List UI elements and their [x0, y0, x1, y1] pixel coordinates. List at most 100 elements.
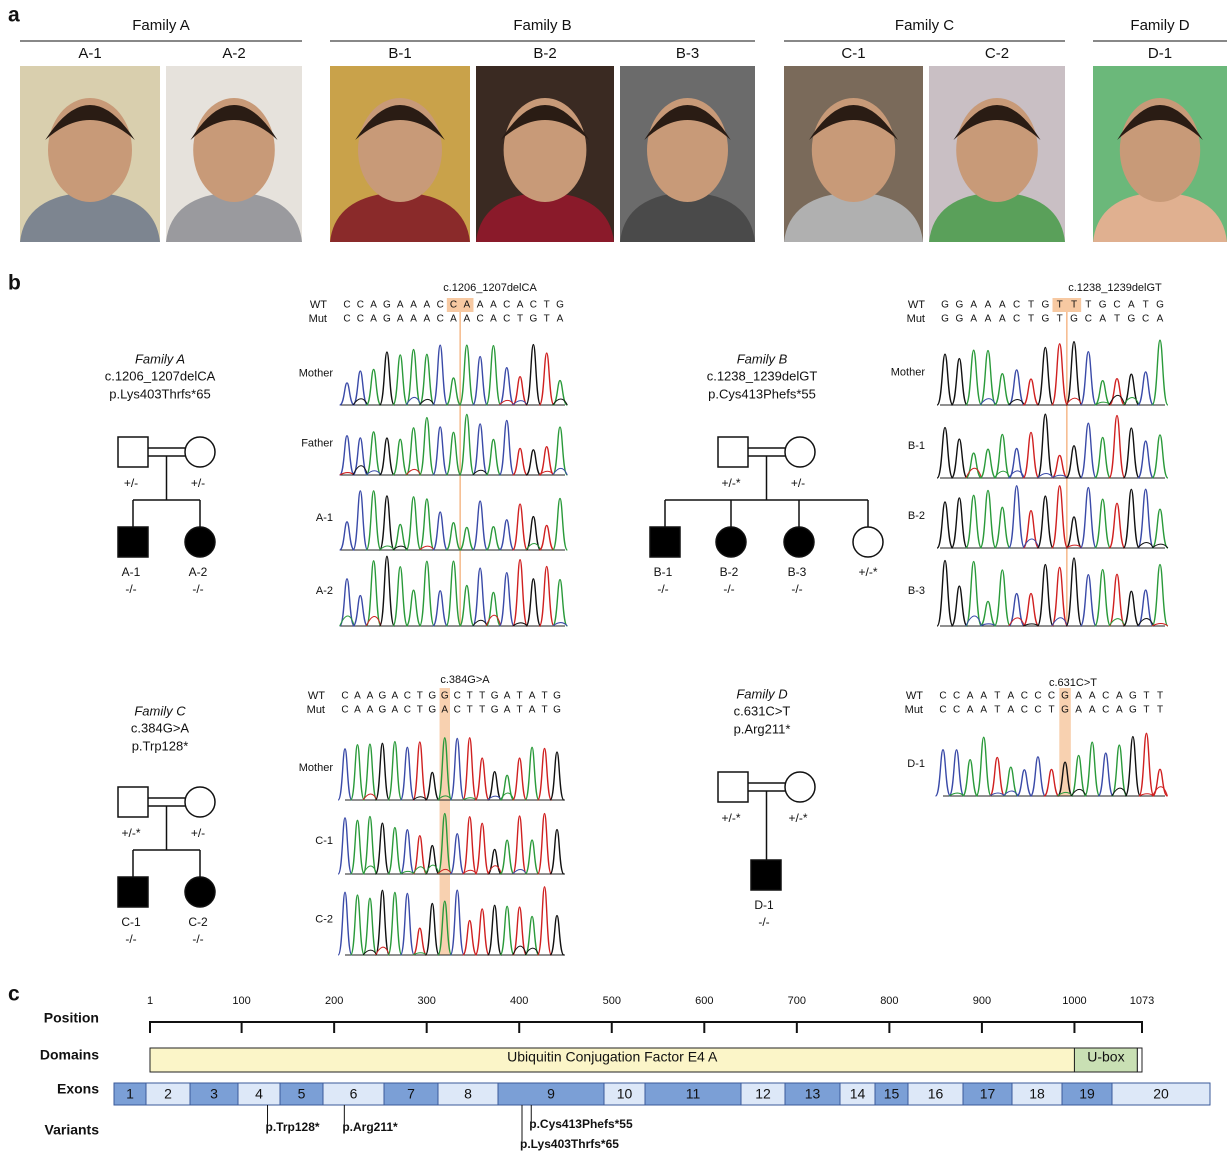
wt-base: C [503, 300, 510, 311]
mut-base: G [1041, 314, 1049, 325]
trace-peak [526, 517, 541, 550]
wt-base: A [392, 691, 399, 702]
position-tick-label: 400 [510, 995, 528, 1007]
pedigree-mother [785, 772, 815, 802]
sequence-row-label: Mut [307, 704, 325, 716]
trace-peak [553, 580, 568, 626]
genotype: -/- [192, 582, 203, 596]
family-name: Family A [135, 351, 185, 366]
family-name: Family C [134, 703, 186, 718]
member-label: A-2 [222, 45, 245, 62]
trace-peak [475, 758, 489, 800]
trace-peak [513, 816, 527, 874]
mut-base: A [970, 314, 977, 325]
trace-peak [433, 591, 448, 626]
trace-peak [1052, 486, 1068, 548]
trace-peak [499, 368, 514, 405]
pedigree-father [118, 437, 148, 467]
mut-base: C [357, 314, 364, 325]
genotype: +/-* [121, 826, 140, 840]
trace-peak [450, 738, 464, 800]
trace-peak [1023, 594, 1039, 626]
trace-peak [513, 758, 527, 800]
wt-base: G [1041, 300, 1049, 311]
family-header: Family D [1130, 17, 1189, 34]
sequence-variant: c.384G>A [440, 674, 490, 686]
wt-base: T [1057, 300, 1063, 311]
trace-peak [499, 573, 514, 626]
trace-peak [388, 742, 402, 800]
trace-label: A-1 [316, 512, 333, 524]
wt-base: C [1048, 691, 1055, 702]
trace-peak [1123, 398, 1139, 405]
sequence-row-label: Mut [309, 313, 327, 325]
family-header: Family B [513, 17, 571, 34]
wt-base: T [517, 691, 523, 702]
mut-base: A [410, 314, 417, 325]
wt-base: C [1102, 691, 1109, 702]
trace-peak [1009, 471, 1025, 478]
mut-base: A [529, 705, 536, 716]
trace-peak [1109, 503, 1125, 548]
pedigree-child [853, 527, 883, 557]
wt-base: G [1061, 691, 1069, 702]
trace-peak [966, 350, 982, 405]
cdna-variant: c.1206_1207delCA [105, 368, 216, 383]
trace-peak [376, 823, 390, 874]
mut-base: A [1116, 705, 1123, 716]
pedigree-child [751, 860, 781, 890]
trace-peak [446, 561, 461, 626]
mut-base: T [1143, 705, 1149, 716]
genotype: +/- [791, 476, 805, 490]
mut-base: T [517, 705, 523, 716]
trace-peak [363, 898, 377, 955]
wt-base: C [953, 691, 960, 702]
sequence-row-label: Mut [905, 704, 923, 716]
trace-peak [393, 439, 408, 475]
wt-base: A [354, 691, 361, 702]
trace-peak [406, 428, 421, 475]
variant-highlight [440, 688, 450, 955]
protein-variant: p.Trp128* [132, 738, 189, 753]
trace-peak [550, 916, 564, 955]
mut-base: G [941, 314, 949, 325]
wt-base: T [1143, 300, 1149, 311]
domain-label: U-box [1087, 1049, 1124, 1065]
mut-base: G [553, 705, 561, 716]
wt-base: T [479, 691, 485, 702]
trace-peak [353, 491, 368, 550]
position-tick-label: 300 [418, 995, 436, 1007]
trace-peak [980, 490, 996, 548]
child-id: D-1 [754, 898, 774, 912]
trace-peak [420, 354, 435, 405]
trace-peak [366, 432, 381, 475]
wt-base: C [530, 300, 537, 311]
cdna-variant: c.1238_1239delGT [707, 368, 818, 383]
wt-base: G [941, 300, 949, 311]
exon-label: 20 [1153, 1086, 1169, 1102]
mut-base: T [541, 705, 547, 716]
trace-peak [473, 424, 488, 475]
trace-peak [1123, 489, 1139, 548]
trace-peak [388, 892, 402, 955]
trace-peak [994, 374, 1010, 405]
trace-peak [1095, 381, 1111, 405]
trace-peak [420, 561, 435, 626]
trace-peak [1152, 565, 1168, 626]
child-id: B-1 [654, 565, 673, 579]
trace-peak [500, 840, 514, 874]
mut-base: G [1061, 705, 1069, 716]
trace-peak [1109, 416, 1125, 478]
member-label: A-1 [78, 45, 101, 62]
exon-label: 4 [255, 1086, 263, 1102]
pedigree-child [118, 527, 148, 557]
wt-base: A [410, 300, 417, 311]
exon-label: 1 [126, 1086, 134, 1102]
trace-peak [463, 817, 477, 874]
wt-base: A [463, 300, 470, 311]
trace-peak [376, 743, 390, 800]
wt-base: A [1007, 691, 1014, 702]
mut-base: G [1070, 314, 1078, 325]
trace-label: Mother [299, 367, 334, 379]
trace-peak [363, 816, 377, 874]
